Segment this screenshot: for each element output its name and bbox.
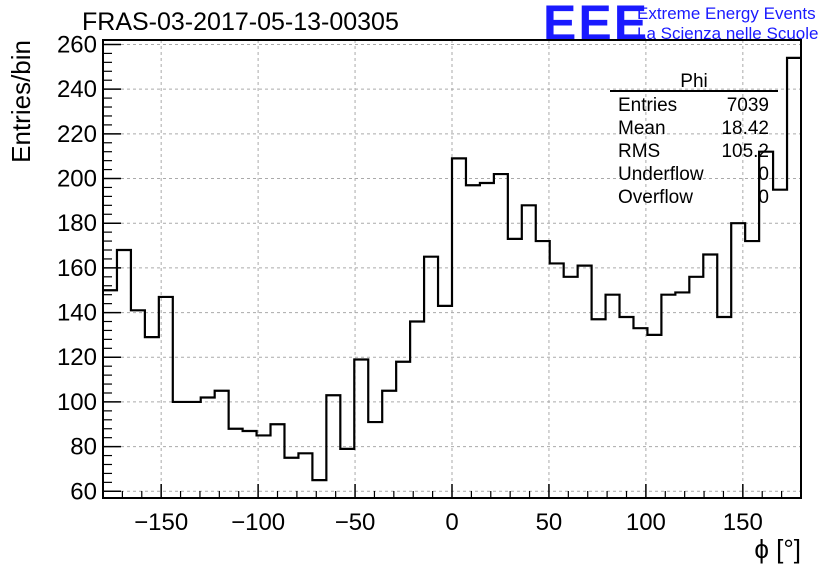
stats-label: Entries bbox=[618, 95, 677, 116]
stats-value: 0 bbox=[758, 164, 769, 185]
axis-ticks: −150 −100 −50 0 50 100 150 60 80 100 120 140 160 180 2… bbox=[57, 31, 783, 536]
y-tick-label: 220 bbox=[57, 121, 97, 148]
stats-label: Overflow bbox=[618, 187, 693, 208]
stats-label: RMS bbox=[618, 141, 660, 162]
logo-line-2: La Scienza nelle Scuole bbox=[637, 24, 819, 43]
y-tick-label: 80 bbox=[70, 434, 97, 461]
x-axis-label: ϕ [°] bbox=[754, 534, 801, 564]
histogram-outline bbox=[103, 56, 801, 482]
y-tick-label: 140 bbox=[57, 300, 97, 327]
histogram-line bbox=[103, 56, 801, 482]
stats-value: 0 bbox=[758, 187, 769, 208]
stats-label: Mean bbox=[618, 118, 666, 139]
y-tick-label: 60 bbox=[70, 478, 97, 505]
x-tick-label: 50 bbox=[536, 509, 563, 536]
stats-value: 105.2 bbox=[721, 141, 769, 162]
x-tick-label: −100 bbox=[231, 509, 285, 536]
stats-title: Phi bbox=[680, 71, 707, 92]
stats-value: 7039 bbox=[727, 95, 769, 116]
y-tick-label: 180 bbox=[57, 210, 97, 237]
x-tick-label: 150 bbox=[723, 509, 763, 536]
y-tick-label: 100 bbox=[57, 389, 97, 416]
chart-title: FRAS-03-2017-05-13-00305 bbox=[82, 8, 399, 36]
eee-logo: EEE bbox=[543, 0, 650, 51]
y-tick-label: 120 bbox=[57, 344, 97, 371]
stats-value: 18.42 bbox=[721, 118, 769, 139]
x-tick-label: −150 bbox=[134, 509, 188, 536]
y-tick-label: 260 bbox=[57, 31, 97, 58]
x-tick-label: 0 bbox=[445, 509, 458, 536]
y-tick-label: 160 bbox=[57, 255, 97, 282]
grid-lines bbox=[103, 40, 801, 498]
logo-line-1: Extreme Energy Events bbox=[637, 4, 816, 23]
y-axis-label: Entries/bin bbox=[6, 40, 36, 163]
y-tick-label: 240 bbox=[57, 76, 97, 103]
x-tick-label: 100 bbox=[626, 509, 666, 536]
x-tick-label: −50 bbox=[335, 509, 376, 536]
stats-label: Underflow bbox=[618, 164, 704, 185]
y-tick-label: 200 bbox=[57, 166, 97, 193]
logo-caption: Extreme Energy Events La Scienza nelle S… bbox=[637, 4, 818, 44]
